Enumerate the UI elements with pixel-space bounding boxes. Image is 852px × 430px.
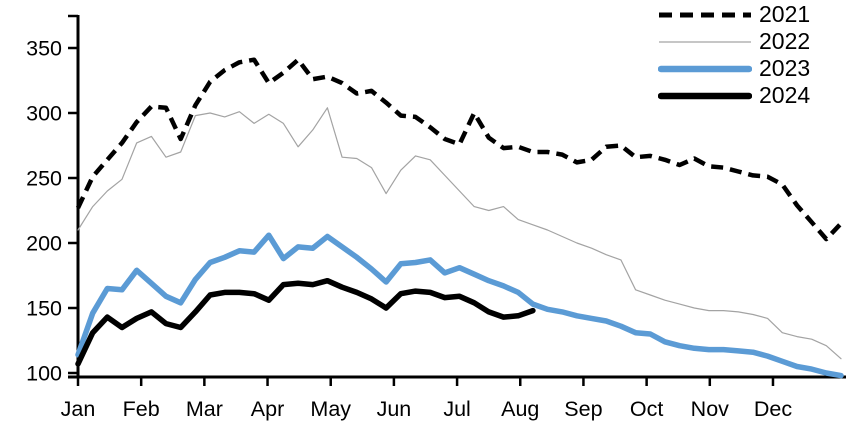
x-tick-label: Jul bbox=[443, 397, 470, 421]
legend-item-2022: 2022 bbox=[658, 28, 810, 55]
series-line-2022 bbox=[77, 107, 842, 360]
series-line-2024 bbox=[75, 277, 536, 367]
legend-line-sample-blue bbox=[658, 65, 752, 72]
x-tick-label: Feb bbox=[123, 397, 160, 421]
legend-line-sample-dashed bbox=[659, 12, 751, 17]
x-tick-label: Jun bbox=[377, 397, 412, 421]
x-tick-label: Dec bbox=[754, 397, 792, 421]
x-tick-label: Mar bbox=[186, 397, 223, 421]
legend-label: 2022 bbox=[759, 28, 811, 54]
legend-line-sample-black bbox=[658, 92, 752, 99]
legend-label: 2023 bbox=[759, 55, 811, 81]
legend-item-2024: 2024 bbox=[658, 82, 810, 109]
legend-line-sample-thin bbox=[659, 40, 751, 43]
legend-label: 2024 bbox=[759, 82, 811, 108]
y-tick-label: 200 bbox=[26, 232, 62, 256]
legend-item-2021: 2021 bbox=[658, 1, 810, 28]
legend-label: 2021 bbox=[759, 1, 811, 27]
legend: 2021 2022 2023 2024 bbox=[658, 1, 810, 109]
series-line-2023 bbox=[75, 232, 844, 379]
x-tick-label: Aug bbox=[501, 397, 539, 421]
y-tick-label: 250 bbox=[26, 167, 62, 191]
y-tick-label: 150 bbox=[26, 297, 62, 321]
legend-item-2023: 2023 bbox=[658, 55, 810, 82]
x-tick-label: Jan bbox=[61, 397, 96, 421]
x-tick-label: May bbox=[310, 397, 351, 421]
x-tick-label: Oct bbox=[630, 397, 663, 421]
x-tick-label: Sep bbox=[564, 397, 602, 421]
axes: 100 150 200 250 300 350 Jan Feb Mar Apr May Jun Jul A… bbox=[26, 14, 846, 421]
x-tick-label: Apr bbox=[251, 397, 284, 421]
series-lines bbox=[75, 57, 844, 379]
series-line-2021 bbox=[75, 57, 843, 242]
y-tick-label: 350 bbox=[26, 37, 62, 61]
y-tick-label: 300 bbox=[26, 102, 62, 126]
x-tick-label: Nov bbox=[691, 397, 729, 421]
y-tick-label: 100 bbox=[26, 362, 62, 386]
